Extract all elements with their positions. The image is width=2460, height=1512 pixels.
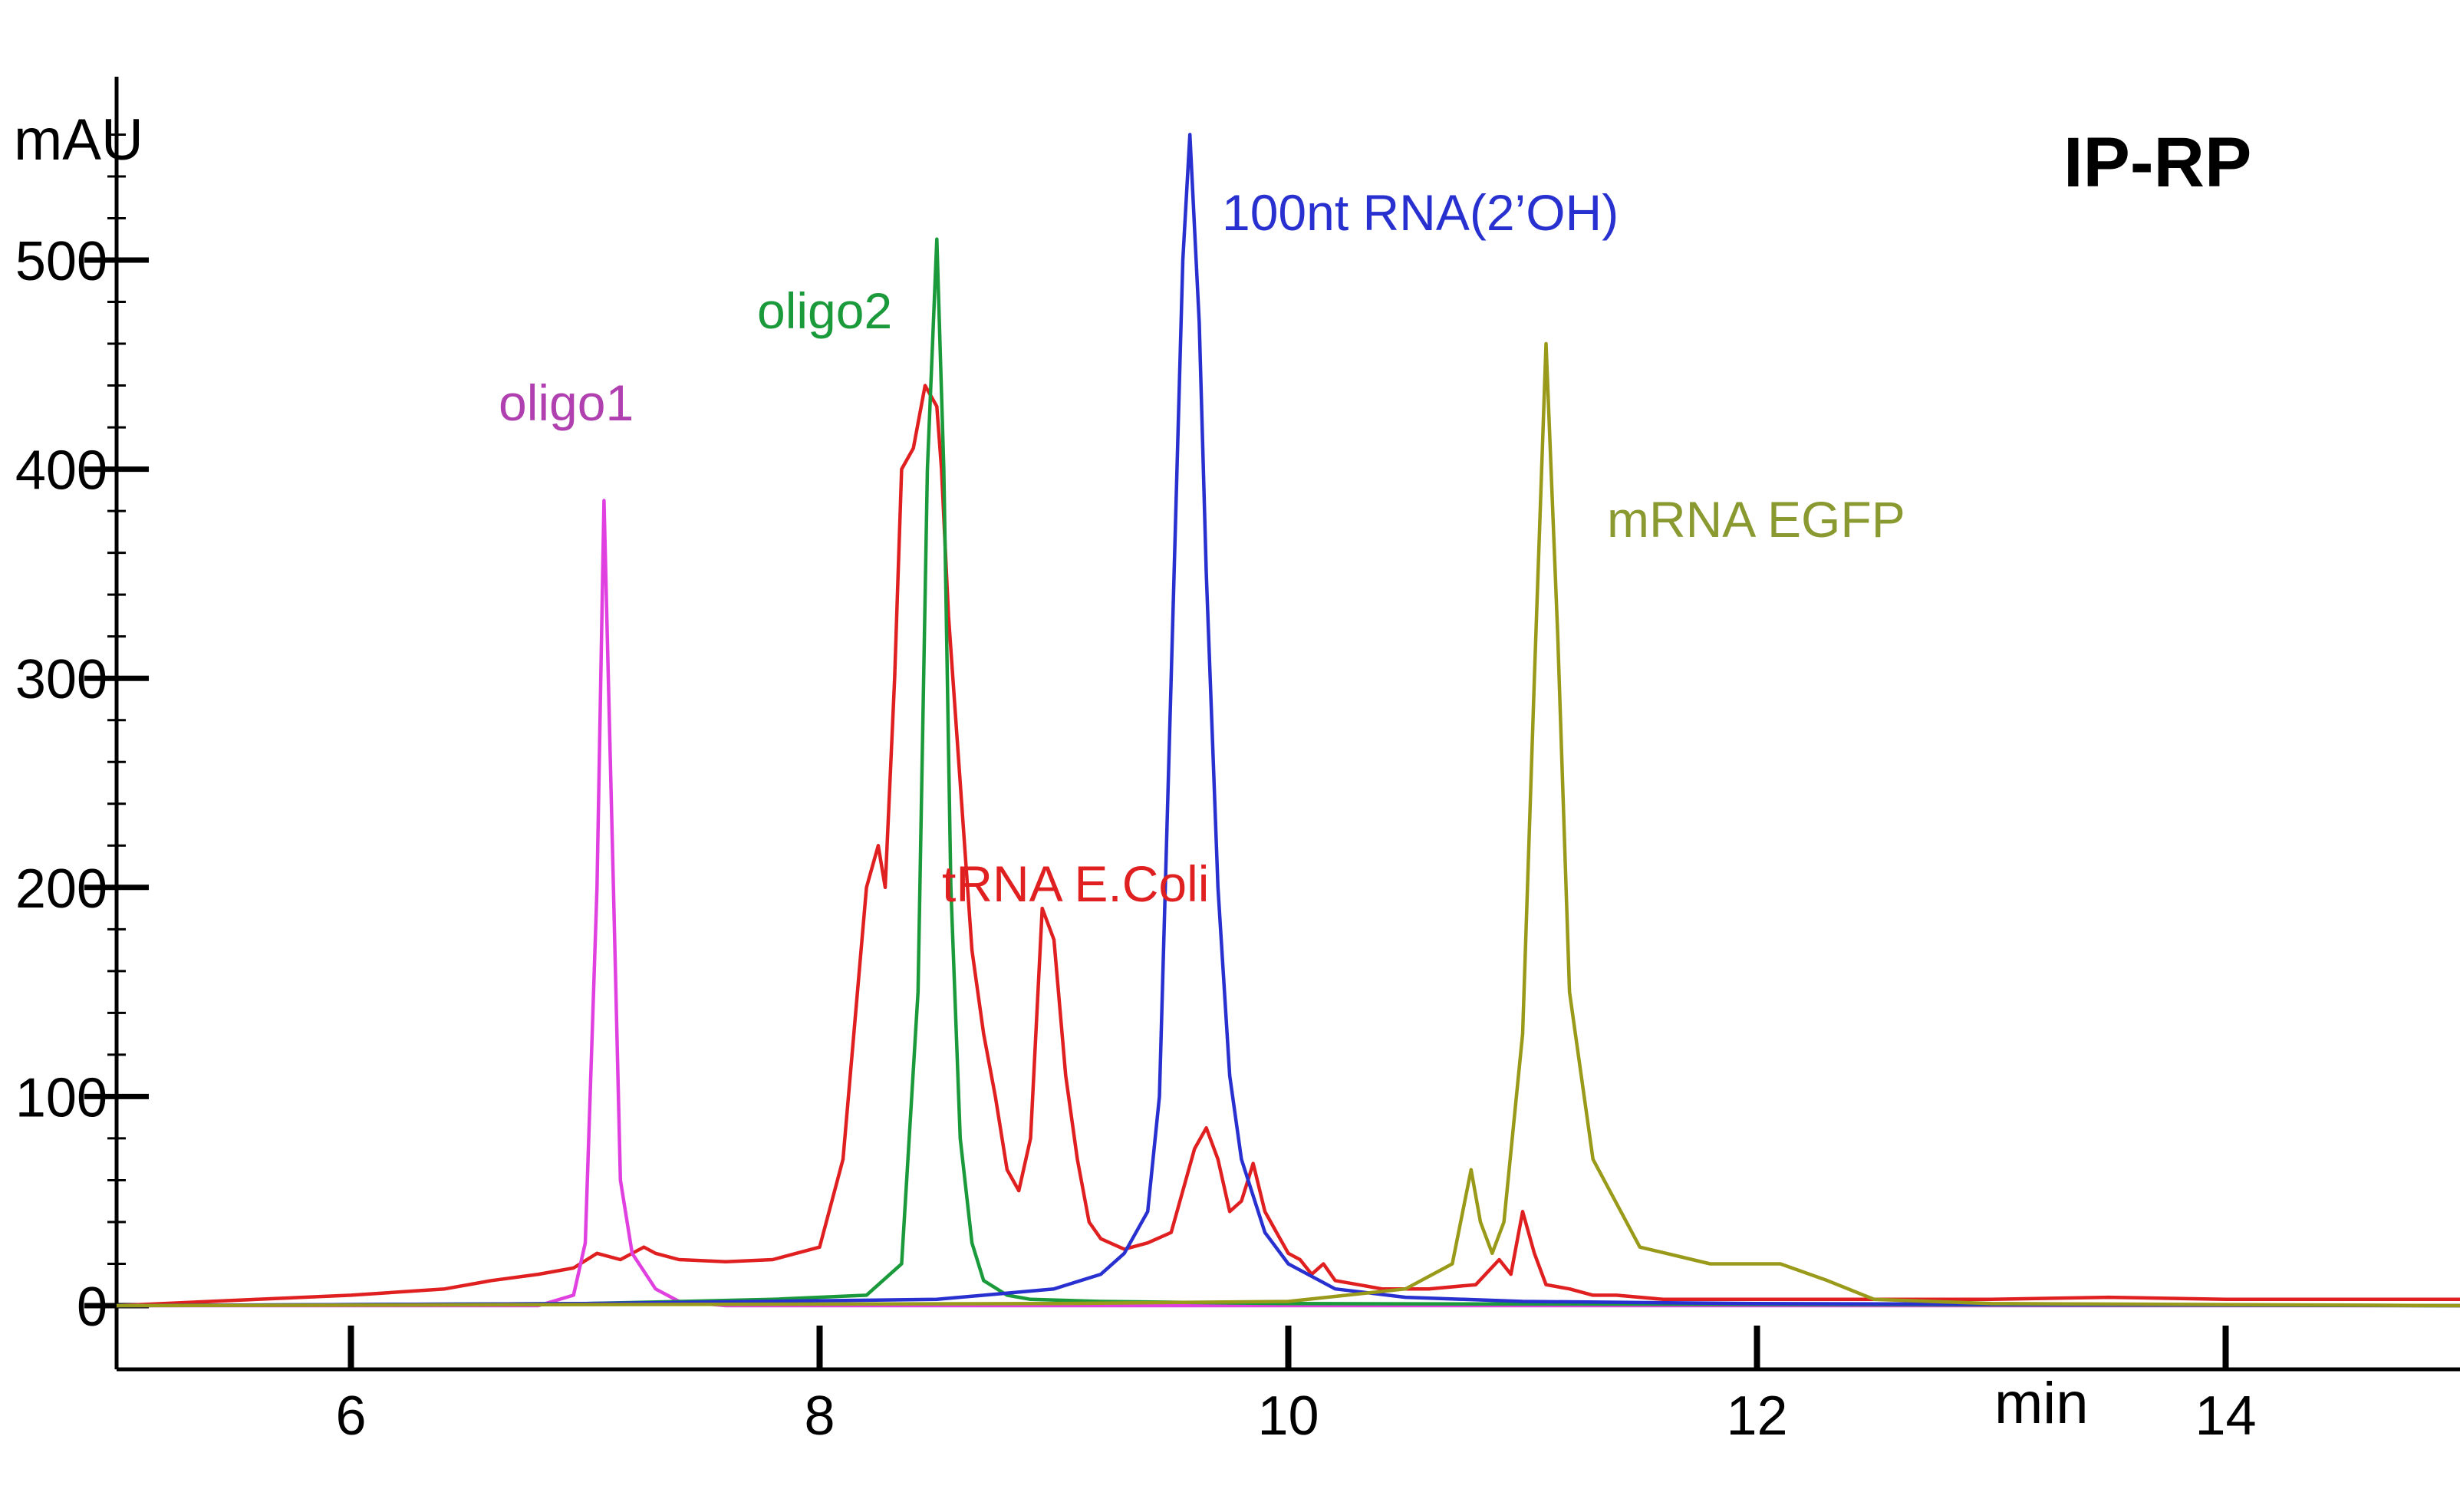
y-tick-label: 300 [15,649,107,710]
y-tick-label: 0 [77,1276,107,1338]
annotation-oligo1: oligo1 [499,374,634,431]
x-axis-ticks: 6 8 10 12 14 [335,1326,2257,1447]
y-tick-label: 200 [15,858,107,920]
x-axis-unit-label: min [1994,1371,2088,1436]
annotation-100nt-rna: 100nt RNA(2’OH) [1222,184,1619,241]
series-line-oligo2 [116,237,2460,1308]
x-tick-label: 6 [335,1385,366,1447]
x-tick-label: 8 [804,1385,835,1447]
y-axis-ticks: 0 100 200 300 400 500 [15,231,149,1338]
annotation-oligo2: oligo2 [757,282,892,339]
y-axis-unit-label: mAU [14,107,143,173]
x-tick-label: 12 [1726,1385,1787,1447]
series-line-trna-e-coli [116,384,2460,1308]
annotation-trna-ecoli: tRNA E.Coli [942,855,1209,912]
series-line-oligo1 [117,499,2460,1308]
series-line-100nt-rna-2-oh [116,133,2460,1308]
y-tick-label: 400 [15,440,107,502]
y-tick-label: 500 [15,231,107,292]
chart-title: IP-RP [2063,124,2251,202]
annotation-mrna-egfp: mRNA EGFP [1607,491,1905,548]
y-tick-label: 100 [15,1067,107,1128]
series-line-mrna-egfp [116,341,2460,1308]
x-tick-label: 14 [2195,1385,2256,1447]
y-axis-minor-ticks [107,133,126,1265]
chart-traces [116,133,2460,1308]
x-tick-label: 10 [1257,1385,1319,1447]
